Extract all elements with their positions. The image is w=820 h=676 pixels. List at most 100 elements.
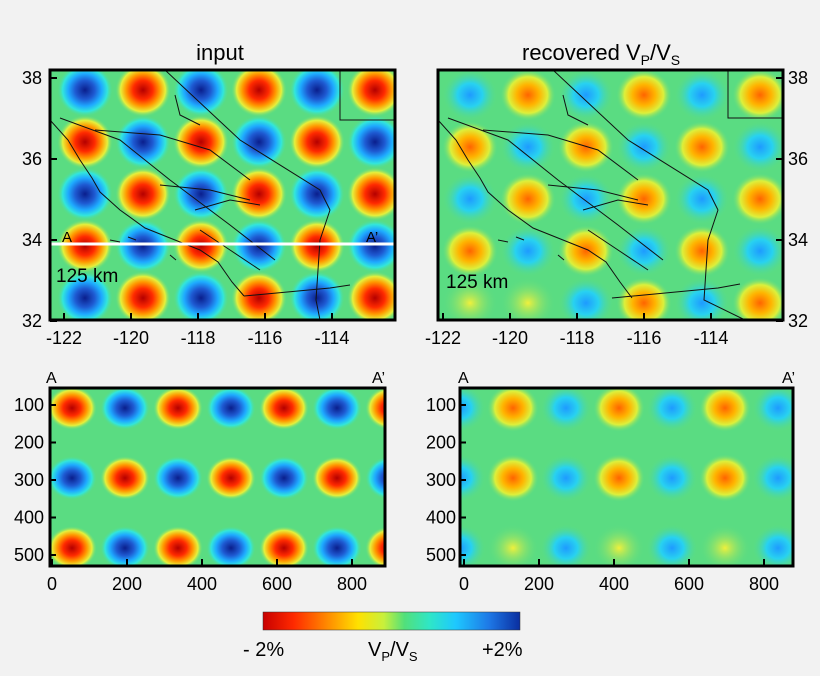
recovered-section-depth-axis: 100 200 300 400 500 <box>426 395 466 565</box>
axis-tick-label: -118 <box>181 328 216 348</box>
anomaly-blob <box>500 121 556 173</box>
anomaly-blob <box>593 388 645 432</box>
anomaly-blob <box>500 70 556 121</box>
anomaly-blob <box>100 526 150 566</box>
axis-tick-label: 800 <box>337 574 367 594</box>
fault-line <box>447 117 664 261</box>
anomaly-blob <box>460 524 486 566</box>
anomaly-blob <box>115 115 171 169</box>
anomaly-blob <box>674 121 730 173</box>
fault-line <box>159 184 251 201</box>
axis-tick-label: 0 <box>459 574 469 594</box>
axis-tick-label: 100 <box>14 395 44 415</box>
anomaly-blob <box>289 70 345 117</box>
anomaly-blob <box>153 456 203 500</box>
anomaly-blob <box>231 115 287 169</box>
section-start-label: A <box>458 370 469 387</box>
anomaly-blob <box>752 524 793 566</box>
fault-line <box>94 129 251 181</box>
axis-tick-label: -114 <box>694 328 729 348</box>
anomaly-blob <box>365 526 385 566</box>
anomaly-blob <box>347 219 395 273</box>
anomaly-blob <box>593 454 645 502</box>
anomaly-blob <box>57 115 113 169</box>
anomaly-blob <box>460 388 486 432</box>
anomaly-blob <box>115 271 171 320</box>
anomaly-blob <box>289 167 345 221</box>
axis-tick-label: 400 <box>14 508 44 528</box>
recovered-map-frame <box>436 68 785 322</box>
anomaly-blob <box>732 70 783 121</box>
colorbar: - 2% VP/VS +2% <box>243 611 523 664</box>
anomaly-blob <box>50 526 97 566</box>
anomaly-blob <box>312 388 362 430</box>
fault-line <box>482 129 639 181</box>
recovered-map-longitude-axis: -122 -120 -118 -116 -114 <box>425 313 728 348</box>
river-line <box>703 209 746 320</box>
anomaly-blob <box>57 271 113 320</box>
axis-tick-label: 400 <box>187 574 217 594</box>
state-border-line <box>552 70 719 211</box>
axis-tick-label: 0 <box>47 574 57 594</box>
anomaly-blob <box>259 456 309 500</box>
anomaly-blob <box>540 454 592 502</box>
anomaly-blob <box>646 454 698 502</box>
anomaly-blob <box>173 271 229 320</box>
anomaly-blob <box>674 173 730 225</box>
anomaly-blob <box>347 271 395 320</box>
anomaly-blob <box>231 271 287 320</box>
anomaly-blob <box>500 173 556 225</box>
axis-tick-label: 38 <box>788 68 808 88</box>
anomaly-blob <box>289 271 345 320</box>
anomaly-blob <box>616 225 672 277</box>
anomaly-blob <box>540 388 592 432</box>
recovered-map-geology-lines <box>438 70 783 320</box>
axis-tick-label: 200 <box>14 433 44 453</box>
axis-tick-label: -116 <box>627 328 662 348</box>
anomaly-blob <box>289 219 345 273</box>
anomaly-blob <box>674 225 730 277</box>
anomaly-blob <box>500 277 556 320</box>
axis-tick-label: 32 <box>22 311 42 331</box>
input-map-panel: A A’ 125 km 38 36 34 32 -122 -120 -118 -116 -11… <box>22 68 397 348</box>
anomaly-blob <box>347 70 395 117</box>
fault-line <box>587 229 649 271</box>
axis-tick-label: 32 <box>788 311 808 331</box>
anomaly-blob <box>50 388 97 430</box>
input-section-distance-axis: 0 200 400 600 800 <box>47 559 367 594</box>
colorbar-max-label: +2% <box>482 639 523 661</box>
anomaly-blob <box>487 388 539 432</box>
anomaly-blob <box>347 167 395 221</box>
axis-tick-label: -114 <box>315 328 350 348</box>
input-map-geology-lines <box>50 70 395 320</box>
axis-tick-label: -120 <box>492 328 528 348</box>
anomaly-blob <box>57 70 113 117</box>
island-lines <box>497 236 565 261</box>
anomaly-blob <box>699 454 751 502</box>
anomaly-blob <box>540 524 592 566</box>
anomaly-blob <box>442 70 498 121</box>
anomaly-blob <box>289 115 345 169</box>
anomaly-blob <box>732 173 783 225</box>
axis-tick-label: 600 <box>674 574 704 594</box>
recovered-map-anomalies <box>442 70 783 320</box>
axis-tick-label: 100 <box>426 395 456 415</box>
river-line <box>315 209 331 320</box>
fault-line <box>194 199 261 211</box>
axis-tick-label: 36 <box>788 149 808 169</box>
axis-tick-label: -122 <box>46 328 82 348</box>
anomaly-blob <box>206 526 256 566</box>
coastline <box>438 119 633 299</box>
state-border-line <box>339 70 395 121</box>
anomaly-blob <box>442 225 498 277</box>
anomaly-blob <box>442 121 498 173</box>
axis-tick-label: 36 <box>22 149 42 169</box>
anomaly-blob <box>173 115 229 169</box>
anomaly-blob <box>57 219 113 273</box>
anomaly-blob <box>616 173 672 225</box>
input-section-depth-axis: 100 200 300 400 500 <box>14 395 56 565</box>
anomaly-blob <box>752 454 793 502</box>
state-border-line <box>727 70 783 119</box>
anomaly-blob <box>442 173 498 225</box>
fault-line <box>174 94 201 126</box>
